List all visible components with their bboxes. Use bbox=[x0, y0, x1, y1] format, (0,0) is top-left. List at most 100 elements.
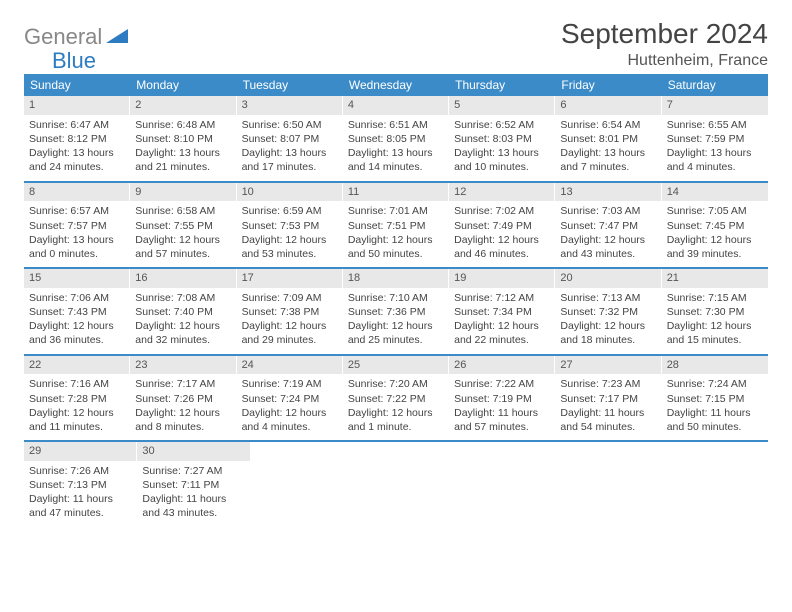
daylight-line: Daylight: 12 hours and 43 minutes. bbox=[560, 233, 656, 261]
sunrise-line: Sunrise: 7:09 AM bbox=[242, 291, 338, 305]
daylight-line: Daylight: 12 hours and 32 minutes. bbox=[135, 319, 231, 347]
day-cell: 13 Sunrise: 7:03 AMSunset: 7:47 PMDayligh… bbox=[555, 183, 661, 268]
week-row: 8Sunrise: 6:57 AMSunset: 7:57 PMDaylight… bbox=[24, 183, 768, 270]
daylight-line: Daylight: 13 hours and 17 minutes. bbox=[242, 146, 338, 174]
sunset-line: Sunset: 7:53 PM bbox=[242, 219, 338, 233]
day-cell: 10 Sunrise: 6:59 AMSunset: 7:53 PMDayligh… bbox=[237, 183, 343, 268]
day-number: 23 bbox=[130, 356, 236, 375]
empty-cell bbox=[251, 442, 354, 527]
week-row: 1 Sunrise: 6:47 AMSunset: 8:12 PM Daylight… bbox=[24, 96, 768, 183]
day-number: 2 bbox=[130, 96, 236, 115]
day-info: Sunrise: 6:48 AMSunset: 8:10 PMDaylight:… bbox=[135, 118, 231, 175]
sunrise-line: Sunrise: 7:02 AM bbox=[454, 204, 550, 218]
sunset-line: Sunset: 7:49 PM bbox=[454, 219, 550, 233]
day-number: 17 bbox=[237, 269, 343, 288]
sunrise-line: Sunrise: 7:08 AM bbox=[135, 291, 231, 305]
day-number: 3 bbox=[237, 96, 343, 115]
day-number: 27 bbox=[555, 356, 661, 375]
daylight-line: Daylight: 12 hours and 4 minutes. bbox=[242, 406, 338, 434]
sunrise-line: Sunrise: 6:55 AM bbox=[667, 118, 763, 132]
day-number: 10 bbox=[237, 183, 343, 202]
day-info: Sunrise: 6:59 AMSunset: 7:53 PMDaylight:… bbox=[242, 204, 338, 261]
empty-cell bbox=[561, 442, 664, 527]
day-info: Sunrise: 7:19 AMSunset: 7:24 PMDaylight:… bbox=[242, 377, 338, 434]
day-header: Friday bbox=[555, 74, 661, 96]
sunset-line: Sunset: 7:24 PM bbox=[242, 392, 338, 406]
day-number: 11 bbox=[343, 183, 449, 202]
sunrise-line: Sunrise: 6:50 AM bbox=[242, 118, 338, 132]
day-number: 22 bbox=[24, 356, 130, 375]
day-cell: 11Sunrise: 7:01 AMSunset: 7:51 PMDayligh… bbox=[343, 183, 449, 268]
day-number: 25 bbox=[343, 356, 449, 375]
day-cell: 28 Sunrise: 7:24 AMSunset: 7:15 PMDayligh… bbox=[662, 356, 768, 441]
weeks-container: 1 Sunrise: 6:47 AMSunset: 8:12 PM Daylight… bbox=[24, 96, 768, 527]
day-info: Sunrise: 7:26 AMSunset: 7:13 PMDaylight:… bbox=[29, 464, 132, 521]
sunset-line: Sunset: 8:12 PM bbox=[29, 132, 125, 146]
day-info: Sunrise: 7:03 AMSunset: 7:47 PMDaylight:… bbox=[560, 204, 656, 261]
day-number: 21 bbox=[662, 269, 768, 288]
sunrise-line: Sunrise: 7:16 AM bbox=[29, 377, 125, 391]
sunset-line: Sunset: 7:36 PM bbox=[348, 305, 444, 319]
daylight-line: Daylight: 13 hours and 7 minutes. bbox=[560, 146, 656, 174]
sunset-line: Sunset: 8:03 PM bbox=[454, 132, 550, 146]
sunset-line: Sunset: 7:17 PM bbox=[560, 392, 656, 406]
daylight-line: Daylight: 13 hours and 0 minutes. bbox=[29, 233, 125, 261]
sunrise-line: Sunrise: 6:52 AM bbox=[454, 118, 550, 132]
logo-text-blue: Blue bbox=[52, 48, 96, 73]
day-info: Sunrise: 7:24 AMSunset: 7:15 PMDaylight:… bbox=[667, 377, 763, 434]
sunrise-line: Sunrise: 7:12 AM bbox=[454, 291, 550, 305]
sunset-line: Sunset: 7:59 PM bbox=[667, 132, 763, 146]
day-header: Wednesday bbox=[343, 74, 449, 96]
day-info: Sunrise: 7:27 AMSunset: 7:11 PMDaylight:… bbox=[142, 464, 245, 521]
day-number: 30 bbox=[137, 442, 250, 461]
daylight-line: Daylight: 11 hours and 47 minutes. bbox=[29, 492, 132, 520]
sunrise-line: Sunrise: 6:47 AM bbox=[29, 118, 125, 132]
day-number: 1 bbox=[24, 96, 130, 115]
sunrise-line: Sunrise: 6:54 AM bbox=[560, 118, 656, 132]
day-cell: 7Sunrise: 6:55 AMSunset: 7:59 PMDaylight… bbox=[662, 96, 768, 181]
day-cell: 3Sunrise: 6:50 AMSunset: 8:07 PMDaylight… bbox=[237, 96, 343, 181]
day-cell: 30 Sunrise: 7:27 AMSunset: 7:11 PMDayligh… bbox=[137, 442, 250, 527]
sunset-line: Sunset: 8:10 PM bbox=[135, 132, 231, 146]
day-cell: 19Sunrise: 7:12 AMSunset: 7:34 PMDayligh… bbox=[449, 269, 555, 354]
day-cell: 27 Sunrise: 7:23 AMSunset: 7:17 PMDayligh… bbox=[555, 356, 661, 441]
sunset-line: Sunset: 7:11 PM bbox=[142, 478, 245, 492]
sunset-line: Sunset: 7:13 PM bbox=[29, 478, 132, 492]
sunset-line: Sunset: 7:57 PM bbox=[29, 219, 125, 233]
day-number: 13 bbox=[555, 183, 661, 202]
day-info: Sunrise: 6:51 AMSunset: 8:05 PMDaylight:… bbox=[348, 118, 444, 175]
sunset-line: Sunset: 7:51 PM bbox=[348, 219, 444, 233]
day-info: Sunrise: 7:22 AMSunset: 7:19 PMDaylight:… bbox=[454, 377, 550, 434]
daylight-line: Daylight: 12 hours and 1 minute. bbox=[348, 406, 444, 434]
daylight-line: Daylight: 11 hours and 57 minutes. bbox=[454, 406, 550, 434]
day-number: 28 bbox=[662, 356, 768, 375]
daylight-line: Daylight: 11 hours and 43 minutes. bbox=[142, 492, 245, 520]
sunset-line: Sunset: 7:47 PM bbox=[560, 219, 656, 233]
day-info: Sunrise: 7:02 AMSunset: 7:49 PMDaylight:… bbox=[454, 204, 550, 261]
day-number: 5 bbox=[449, 96, 555, 115]
daylight-line: Daylight: 13 hours and 14 minutes. bbox=[348, 146, 444, 174]
day-cell: 1Sunrise: 6:47 AMSunset: 8:12 PMDaylight… bbox=[24, 96, 130, 181]
sunrise-line: Sunrise: 7:22 AM bbox=[454, 377, 550, 391]
daylight-line: Daylight: 12 hours and 25 minutes. bbox=[348, 319, 444, 347]
sunset-line: Sunset: 7:34 PM bbox=[454, 305, 550, 319]
day-number: 15 bbox=[24, 269, 130, 288]
day-number: 4 bbox=[343, 96, 449, 115]
day-cell: 14Sunrise: 7:05 AMSunset: 7:45 PMDayligh… bbox=[662, 183, 768, 268]
week-row: 15 Sunrise: 7:06 AMSunset: 7:43 PMDayligh… bbox=[24, 269, 768, 356]
sunrise-line: Sunrise: 6:48 AM bbox=[135, 118, 231, 132]
day-info: Sunrise: 6:55 AMSunset: 7:59 PMDaylight:… bbox=[667, 118, 763, 175]
day-info: Sunrise: 7:23 AMSunset: 7:17 PMDaylight:… bbox=[560, 377, 656, 434]
day-info: Sunrise: 7:20 AMSunset: 7:22 PMDaylight:… bbox=[348, 377, 444, 434]
day-cell: 21Sunrise: 7:15 AMSunset: 7:30 PMDayligh… bbox=[662, 269, 768, 354]
day-cell: 22Sunrise: 7:16 AMSunset: 7:28 PMDayligh… bbox=[24, 356, 130, 441]
sunrise-line: Sunrise: 7:10 AM bbox=[348, 291, 444, 305]
day-info: Sunrise: 7:13 AMSunset: 7:32 PMDaylight:… bbox=[560, 291, 656, 348]
day-number: 24 bbox=[237, 356, 343, 375]
daylight-line: Daylight: 12 hours and 15 minutes. bbox=[667, 319, 763, 347]
sunrise-line: Sunrise: 6:51 AM bbox=[348, 118, 444, 132]
day-header: Monday bbox=[130, 74, 236, 96]
day-info: Sunrise: 7:06 AMSunset: 7:43 PMDaylight:… bbox=[29, 291, 125, 348]
daylight-line: Daylight: 11 hours and 54 minutes. bbox=[560, 406, 656, 434]
sunrise-line: Sunrise: 7:17 AM bbox=[135, 377, 231, 391]
